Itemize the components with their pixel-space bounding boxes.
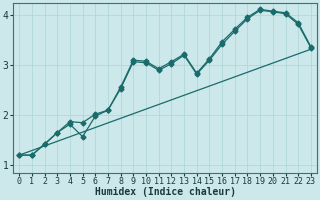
X-axis label: Humidex (Indice chaleur): Humidex (Indice chaleur) — [94, 187, 236, 197]
